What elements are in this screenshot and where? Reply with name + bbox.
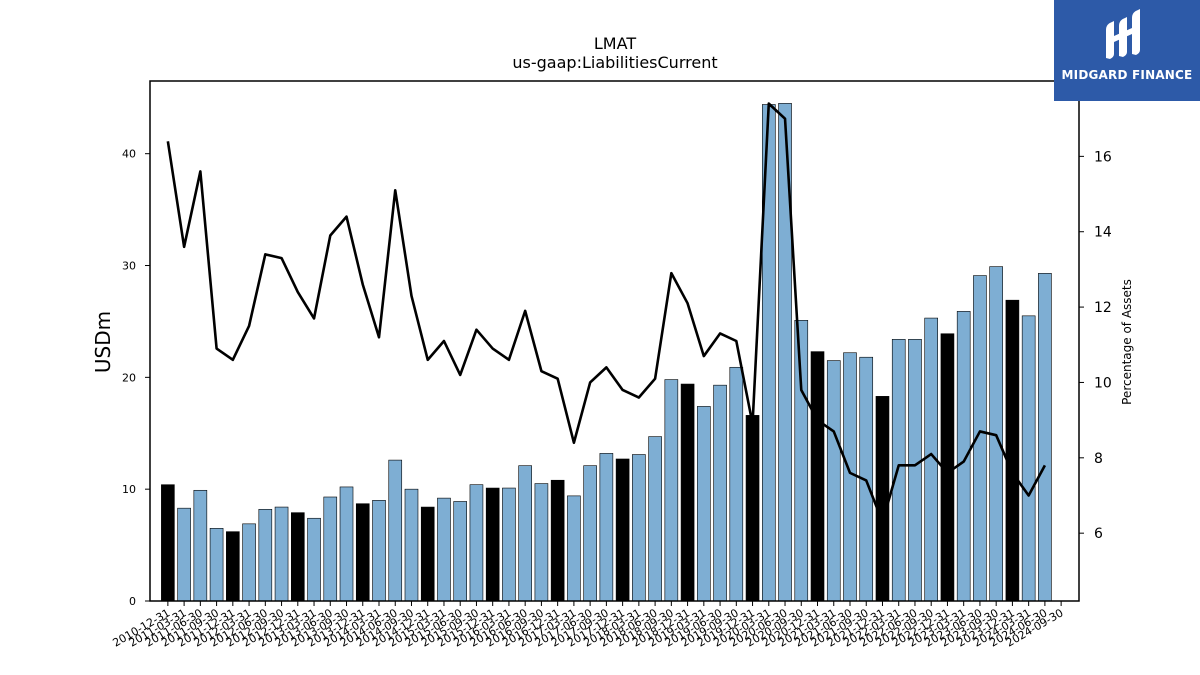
bar-2014-12-31 (420, 506, 435, 602)
y2-tick-label: 8 (1094, 451, 1103, 467)
bar-2019-03-31 (697, 406, 711, 602)
bar-2015-12-31 (485, 487, 500, 602)
bar-2016-06-30 (518, 465, 532, 602)
bar-2011-09-30 (209, 528, 224, 602)
y2-axis-label: Percentage of Assets (1120, 279, 1134, 405)
bar-2012-03-31 (242, 523, 256, 602)
bar-2019-12-31 (745, 415, 760, 602)
plot-frame (149, 80, 1080, 602)
bar-group (161, 103, 1052, 602)
bar-2015-06-30 (453, 501, 467, 602)
bar-2012-06-30 (258, 508, 273, 602)
bar-2012-12-31 (290, 512, 305, 602)
bar-2014-06-30 (388, 459, 403, 602)
y2-tick-label: 10 (1094, 375, 1112, 391)
chart-title: LMAT (594, 34, 636, 53)
bar-2019-06-30 (713, 384, 727, 602)
brand-logo: MIDGARD FINANCE (1054, 0, 1200, 101)
bar-2011-12-31 (226, 531, 240, 602)
line-group (166, 102, 1047, 524)
bar-2014-09-30 (404, 488, 419, 602)
y-tick-label: 30 (122, 260, 136, 273)
bar-2024-06-30 (1038, 273, 1052, 602)
bar-2020-12-31 (810, 351, 825, 602)
bar-2013-12-31 (355, 503, 370, 602)
bar-2016-09-30 (534, 483, 549, 602)
bar-2011-06-30 (193, 489, 208, 602)
y-axis-label: USDm (91, 311, 115, 373)
bar-2017-06-30 (583, 465, 597, 602)
y-tick-label: 40 (122, 148, 136, 161)
y-tick-label: 20 (122, 371, 136, 384)
bar-2021-03-31 (826, 360, 841, 602)
y2-tick-label: 12 (1094, 300, 1112, 316)
bar-2011-03-31 (177, 507, 191, 602)
y2-tick-label: 16 (1094, 149, 1112, 165)
bar-2018-09-30 (664, 379, 679, 602)
bar-2017-03-31 (567, 495, 581, 602)
bar-2015-09-30 (469, 484, 484, 602)
axes-group: 01020304068101214162010-12-312011-03-312… (110, 80, 1112, 650)
bar-2016-03-31 (502, 487, 516, 602)
y-tick-label: 10 (122, 483, 136, 496)
logo-text: MIDGARD FINANCE (1061, 68, 1193, 82)
bar-2018-03-31 (632, 454, 646, 602)
bar-2017-09-30 (599, 453, 614, 602)
bar-2016-12-31 (550, 479, 565, 602)
logo-mark-icon (1106, 9, 1140, 59)
bar-2013-09-30 (339, 486, 354, 602)
bar-2022-06-30 (908, 339, 922, 602)
bar-2019-09-30 (729, 366, 744, 602)
bar-2017-12-31 (615, 458, 630, 602)
bar-2010-12-31 (161, 484, 175, 602)
y2-tick-label: 14 (1094, 225, 1112, 241)
bar-2021-06-30 (843, 352, 857, 602)
bar-2021-12-31 (875, 396, 890, 602)
bar-2018-06-30 (648, 436, 662, 602)
bar-2013-03-31 (307, 517, 321, 602)
bar-2022-03-31 (891, 339, 906, 602)
bar-2014-03-31 (372, 500, 386, 602)
series-line (166, 102, 1047, 524)
bar-2024-03-31 (1021, 315, 1036, 602)
bar-2018-12-31 (680, 383, 695, 602)
bar-2023-03-31 (956, 311, 971, 602)
chart-subtitle: us-gaap:LiabilitiesCurrent (512, 53, 717, 72)
bar-2015-03-31 (437, 497, 451, 602)
bar-2020-09-30 (794, 320, 809, 602)
y2-tick-label: 6 (1094, 526, 1103, 542)
y-tick-label: 0 (129, 595, 136, 608)
bar-2023-12-31 (1005, 299, 1020, 602)
bar-2012-09-30 (274, 506, 289, 602)
bar-2013-06-30 (323, 496, 338, 602)
